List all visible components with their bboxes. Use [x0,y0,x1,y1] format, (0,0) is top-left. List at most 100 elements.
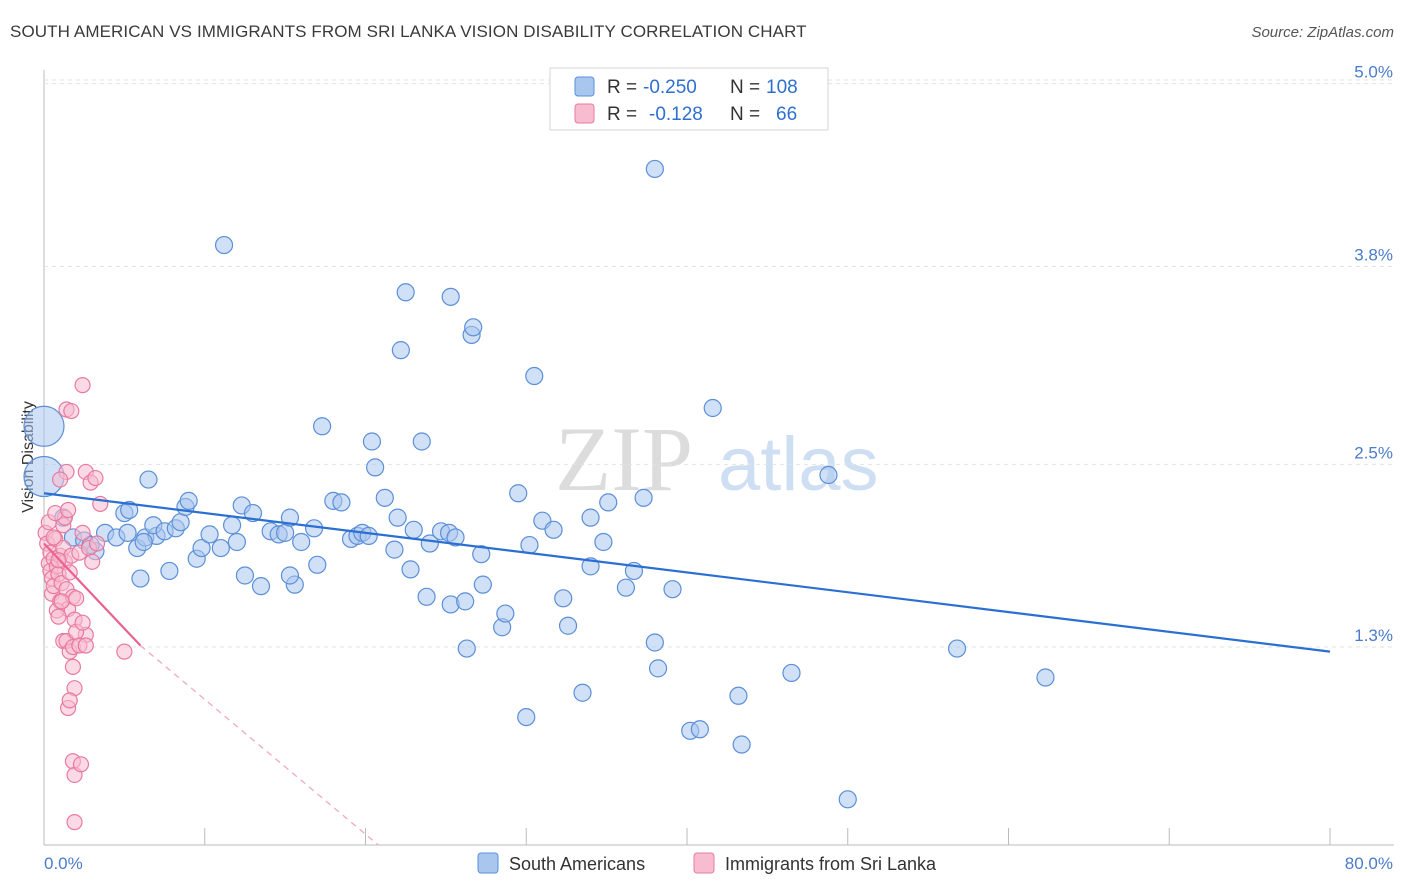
data-point [171,513,190,532]
data-point [235,566,255,585]
data-point [375,488,394,507]
data-point [509,484,528,503]
data-point [88,535,106,552]
data-point [280,508,300,527]
data-point [63,402,80,420]
data-point [74,524,91,541]
legend-n-value-2: 66 [776,104,797,125]
data-point [53,593,70,610]
bottom-legend-swatch-blue [477,852,499,874]
series-south-americans [23,159,1055,809]
data-point [23,405,65,447]
data-point [554,589,573,608]
data-point [648,659,668,678]
data-point [68,590,85,607]
y-tick-labels: 1.3% 2.5% 3.8% 5.0% [1354,63,1393,645]
y-tick-label: 3.8% [1354,245,1393,264]
data-point [404,520,423,539]
data-point [525,366,544,386]
data-point [645,633,664,652]
data-point [729,686,748,705]
data-point [134,532,153,552]
data-point [211,538,230,558]
series-sri-lanka [37,377,133,831]
data-point [456,592,475,611]
data-point [214,235,234,255]
legend-swatch-blue [574,76,595,97]
data-point [362,432,382,451]
legend-r-label-1: R = [607,77,637,98]
x-ticks [43,828,1331,845]
bottom-legend: South Americans Immigrants from Sri Lank… [477,852,937,874]
data-point [116,643,133,660]
trend-line-south-americans [43,492,1331,653]
data-point [544,520,563,539]
data-point [139,470,158,489]
data-point [703,398,722,418]
data-point [222,516,242,535]
data-point [581,508,600,527]
data-point [417,587,436,606]
data-point [192,538,211,558]
data-point [50,608,67,625]
x-tick-label-min: 0.0% [44,854,83,873]
data-point [1036,668,1055,687]
legend-n-label-1: N = [730,77,760,98]
data-point [200,525,219,544]
data-point [308,555,327,574]
data-point [280,566,300,585]
data-point [64,658,82,675]
bottom-legend-swatch-pink [693,852,715,874]
data-point [51,471,69,488]
y-tick-label: 5.0% [1354,63,1393,82]
data-point [594,532,613,552]
data-point [251,577,271,596]
top-legend: R = -0.250 N = 108 R = -0.128 N = 66 [549,67,829,131]
data-point [690,720,709,739]
x-tick-label-max: 80.0% [1345,854,1393,873]
data-point [120,500,139,520]
data-point [332,493,351,512]
legend-r-value-2: -0.128 [649,104,703,125]
trend-lines [43,492,1331,846]
watermark-zip: ZIP [555,408,693,510]
watermark: ZIP atlas [555,408,879,510]
data-point [131,569,150,588]
data-point [60,501,77,519]
data-point [599,493,618,512]
data-point [473,575,492,594]
data-point [573,683,592,702]
data-point [243,503,263,523]
data-point [312,417,332,436]
data-point [179,491,198,510]
trend-line-sri-lanka-extension [140,645,379,846]
data-point [118,523,137,542]
y-tick-label: 2.5% [1354,443,1393,462]
data-point [87,469,104,487]
data-point [616,578,636,597]
data-point [645,159,664,179]
data-point [441,287,460,306]
data-point [782,663,801,683]
data-point [520,535,539,555]
data-point [558,616,578,635]
data-point [74,614,91,631]
data-point [496,604,515,623]
trend-line-sri-lanka [43,542,142,647]
data-point [77,637,94,654]
data-point [84,553,101,570]
legend-r-label-2: R = [607,104,637,125]
data-point [292,532,311,552]
chart-title: SOUTH AMERICAN VS IMMIGRANTS FROM SRI LA… [10,22,807,41]
y-tick-label: 1.3% [1354,626,1393,645]
data-point [457,639,476,658]
data-point [838,790,857,809]
legend-n-label-2: N = [730,104,760,125]
legend-r-value-1: -0.250 [643,77,697,98]
data-point [472,545,491,564]
data-point [160,561,179,581]
data-point [227,532,246,552]
source-credit: Source: ZipAtlas.com [1251,24,1394,41]
data-point [401,560,420,579]
